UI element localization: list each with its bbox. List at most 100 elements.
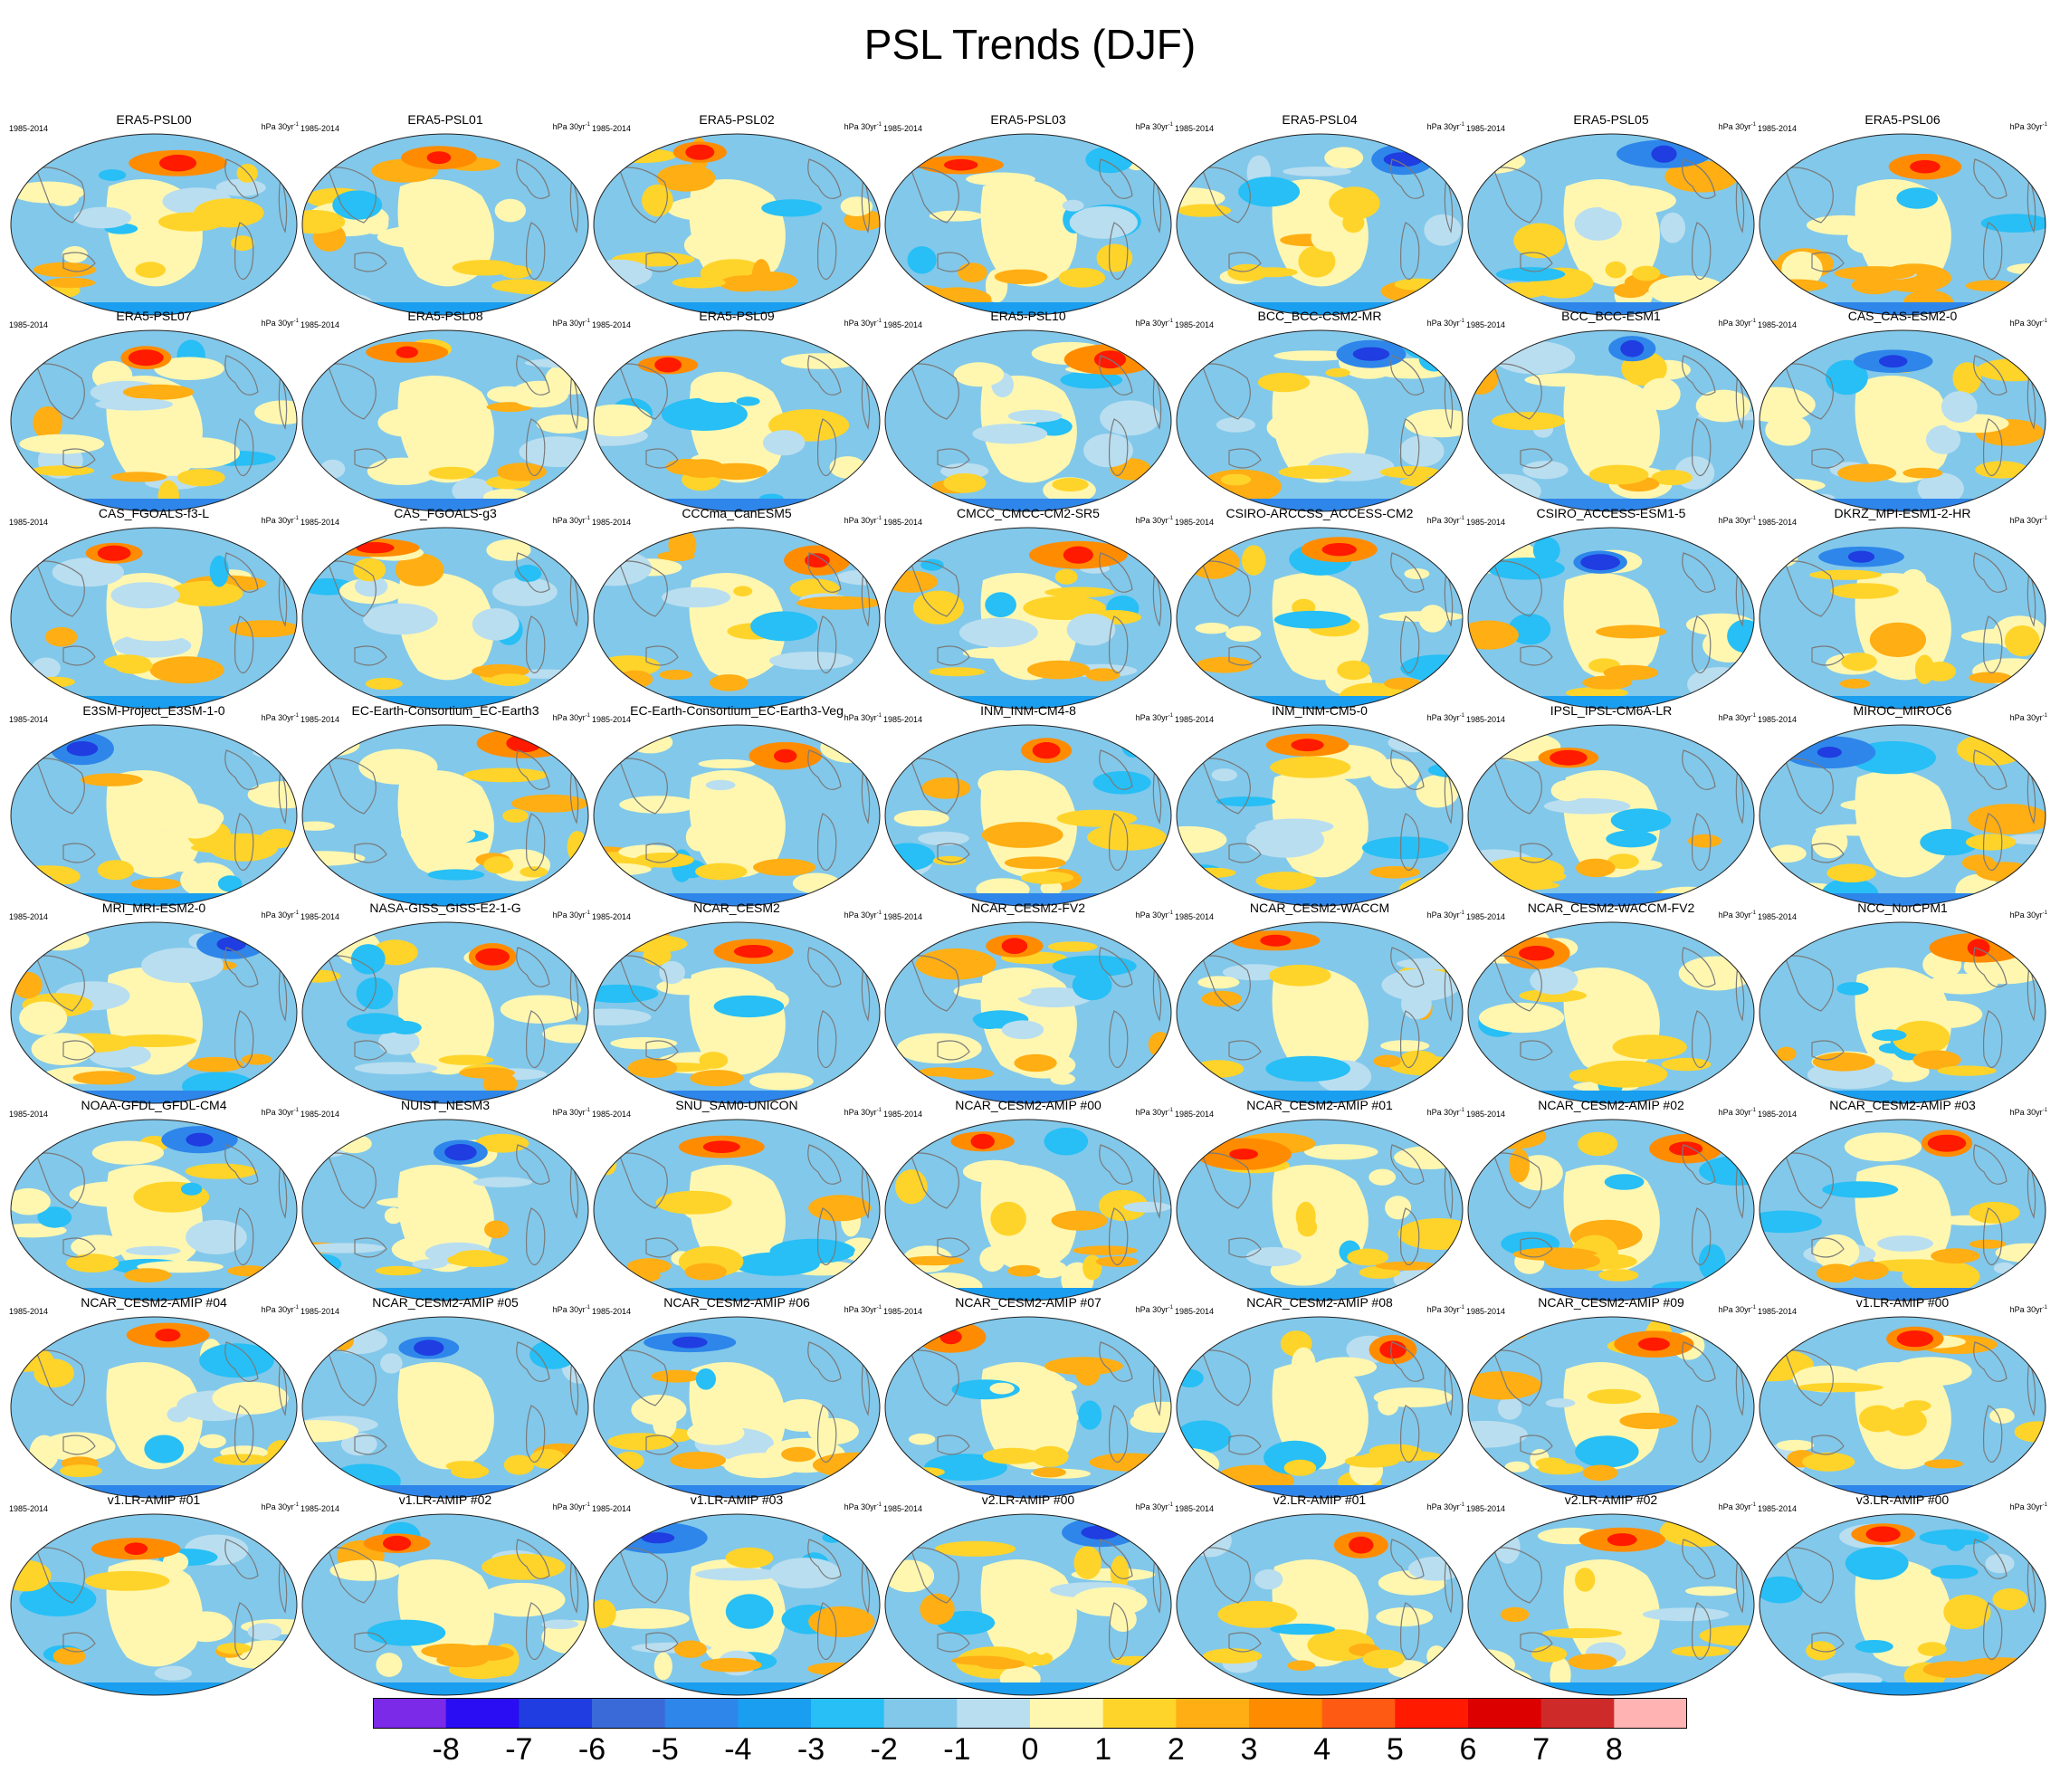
panel-title: NCAR_CESM2-AMIP #09 bbox=[1538, 1295, 1684, 1310]
panel-period: 1985-2014 bbox=[9, 1504, 49, 1513]
map-panel: NCAR_CESM2-AMIP #06 1985-2014 hPa 30yr-1 bbox=[592, 1293, 882, 1501]
panel-units: hPa 30yr-1 bbox=[2009, 516, 2047, 525]
panel-units: hPa 30yr-1 bbox=[1426, 516, 1464, 525]
panel-period: 1985-2014 bbox=[592, 1307, 632, 1316]
map-panel: NCAR_CESM2-AMIP #09 1985-2014 hPa 30yr-1 bbox=[1466, 1293, 1756, 1501]
map-panel: NCAR_CESM2-WACCM 1985-2014 hPa 30yr-1 bbox=[1175, 899, 1464, 1107]
panel-title: IPSL_IPSL-CM6A-LR bbox=[1550, 703, 1673, 718]
map-panel: INM_INM-CM4-8 1985-2014 hPa 30yr-1 bbox=[883, 701, 1173, 910]
panel-units: hPa 30yr-1 bbox=[844, 319, 882, 328]
panel-title: CAS_CAS-ESM2-0 bbox=[1847, 309, 1958, 323]
map-panel bbox=[301, 133, 589, 316]
panel-units: hPa 30yr-1 bbox=[844, 910, 882, 920]
panel-title: NCAR_CESM2-AMIP #01 bbox=[1246, 1098, 1393, 1112]
map-panel: v1.LR-AMIP #02 1985-2014 hPa 30yr-1 bbox=[300, 1491, 590, 1699]
panel-period: 1985-2014 bbox=[883, 715, 923, 724]
map-panel bbox=[593, 1119, 881, 1301]
panel-title: NCAR_CESM2-AMIP #04 bbox=[81, 1295, 227, 1310]
panel-title: NASA-GISS_GISS-E2-1-G bbox=[369, 901, 521, 915]
map-panel bbox=[1176, 1316, 1464, 1499]
panel-title: CMCC_CMCC-CM2-SR5 bbox=[957, 506, 1100, 520]
panel-period: 1985-2014 bbox=[9, 912, 49, 921]
map-panel bbox=[884, 329, 1172, 512]
map-panel: ERA5-PSL03 1985-2014 hPa 30yr-1 bbox=[883, 110, 1173, 319]
panel-units: hPa 30yr-1 bbox=[2009, 1502, 2047, 1511]
map-panel bbox=[593, 1316, 881, 1499]
map-panel bbox=[1467, 329, 1755, 512]
panel-period: 1985-2014 bbox=[300, 1110, 340, 1119]
colorbar-tick-label: -3 bbox=[796, 1732, 825, 1767]
panel-title: NCAR_CESM2-WACCM-FV2 bbox=[1527, 901, 1695, 915]
panel-units: hPa 30yr-1 bbox=[1426, 1305, 1464, 1314]
map-panel: NCAR_CESM2-AMIP #04 1985-2014 hPa 30yr-1 bbox=[9, 1293, 299, 1501]
panel-units: hPa 30yr-1 bbox=[552, 1108, 590, 1117]
colorbar-swatch bbox=[1468, 1698, 1542, 1729]
map-panel: NASA-GISS_GISS-E2-1-G 1985-2014 hPa 30yr-1 bbox=[300, 899, 590, 1107]
map-panel bbox=[1467, 527, 1755, 710]
panel-title: NOAA-GFDL_GFDL-CM4 bbox=[81, 1098, 227, 1112]
colorbar-tick-label: 6 bbox=[1459, 1732, 1477, 1767]
panel-period: 1985-2014 bbox=[1175, 1110, 1215, 1119]
map-panel: NCAR_CESM2-WACCM-FV2 1985-2014 hPa 30yr-1 bbox=[1466, 899, 1756, 1107]
panel-period: 1985-2014 bbox=[592, 1504, 632, 1513]
panel-period: 1985-2014 bbox=[1175, 715, 1215, 724]
map-panel: ERA5-PSL07 1985-2014 hPa 30yr-1 bbox=[9, 307, 299, 515]
panel-units: hPa 30yr-1 bbox=[2009, 910, 2047, 920]
panel-units: hPa 30yr-1 bbox=[1718, 1305, 1756, 1314]
map-panel bbox=[301, 1513, 589, 1696]
panel-period: 1985-2014 bbox=[592, 715, 632, 724]
map-panel bbox=[10, 527, 298, 710]
panel-title: v3.LR-AMIP #00 bbox=[1855, 1492, 1950, 1507]
colorbar-tick-label: 0 bbox=[1021, 1732, 1039, 1767]
panel-grid: ERA5-PSL00 1985-2014 hPa 30yr-1 ERA5-PSL01 1… bbox=[9, 110, 2047, 1699]
colorbar-swatch bbox=[1540, 1698, 1615, 1729]
map-panel: CSIRO-ARCCSS_ACCESS-CM2 1985-2014 hPa 30yr… bbox=[1175, 504, 1464, 712]
map-panel bbox=[1176, 921, 1464, 1104]
panel-title: NCC_NorCPM1 bbox=[1857, 901, 1948, 915]
panel-units: hPa 30yr-1 bbox=[844, 713, 882, 722]
panel-units: hPa 30yr-1 bbox=[1426, 122, 1464, 131]
panel-period: 1985-2014 bbox=[300, 912, 340, 921]
map-panel: SNU_SAM0-UNICON 1985-2014 hPa 30yr-1 bbox=[592, 1096, 882, 1304]
panel-units: hPa 30yr-1 bbox=[1135, 910, 1173, 920]
panel-title: v1.LR-AMIP #02 bbox=[398, 1492, 492, 1507]
colorbar-tick-label: 8 bbox=[1605, 1732, 1623, 1767]
panel-title: NCAR_CESM2-AMIP #02 bbox=[1538, 1098, 1684, 1112]
map-panel bbox=[1759, 921, 2046, 1104]
panel-title: v2.LR-AMIP #01 bbox=[1273, 1492, 1367, 1507]
panel-units: hPa 30yr-1 bbox=[261, 910, 299, 920]
map-panel: ERA5-PSL04 1985-2014 hPa 30yr-1 bbox=[1175, 110, 1464, 319]
map-panel: ERA5-PSL00 1985-2014 hPa 30yr-1 bbox=[9, 110, 299, 319]
panel-title: INM_INM-CM5-0 bbox=[1272, 703, 1368, 718]
map-panel: NCAR_CESM2-AMIP #05 1985-2014 hPa 30yr-1 bbox=[300, 1293, 590, 1501]
panel-period: 1985-2014 bbox=[883, 320, 923, 329]
panel-period: 1985-2014 bbox=[1758, 715, 1798, 724]
map-panel bbox=[10, 1316, 298, 1499]
panel-period: 1985-2014 bbox=[9, 1110, 49, 1119]
map-panel bbox=[884, 527, 1172, 710]
map-panel: CCCma_CanESM5 1985-2014 hPa 30yr-1 bbox=[592, 504, 882, 712]
panel-period: 1985-2014 bbox=[883, 1110, 923, 1119]
colorbar-swatch bbox=[1102, 1698, 1177, 1729]
map-panel bbox=[1467, 921, 1755, 1104]
panel-title: v1.LR-AMIP #01 bbox=[107, 1492, 201, 1507]
map-panel bbox=[1176, 527, 1464, 710]
panel-period: 1985-2014 bbox=[300, 320, 340, 329]
panel-period: 1985-2014 bbox=[1758, 320, 1798, 329]
panel-title: v2.LR-AMIP #02 bbox=[1564, 1492, 1658, 1507]
colorbar-tick-label: 3 bbox=[1240, 1732, 1258, 1767]
map-panel: INM_INM-CM5-0 1985-2014 hPa 30yr-1 bbox=[1175, 701, 1464, 910]
map-panel: E3SM-Project_E3SM-1-0 1985-2014 hPa 30yr-1 bbox=[9, 701, 299, 910]
map-panel: v1.LR-AMIP #01 1985-2014 hPa 30yr-1 bbox=[9, 1491, 299, 1699]
map-panel bbox=[884, 1316, 1172, 1499]
panel-units: hPa 30yr-1 bbox=[1135, 1305, 1173, 1314]
colorbar-swatch bbox=[519, 1698, 593, 1729]
map-panel bbox=[593, 921, 881, 1104]
colorbar-tick-label: -5 bbox=[651, 1732, 679, 1767]
colorbar-tick-label: 4 bbox=[1313, 1732, 1331, 1767]
panel-units: hPa 30yr-1 bbox=[1135, 122, 1173, 131]
panel-period: 1985-2014 bbox=[1175, 124, 1215, 133]
panel-units: hPa 30yr-1 bbox=[1135, 319, 1173, 328]
panel-period: 1985-2014 bbox=[9, 124, 49, 133]
map-panel: NUIST_NESM3 1985-2014 hPa 30yr-1 bbox=[300, 1096, 590, 1304]
